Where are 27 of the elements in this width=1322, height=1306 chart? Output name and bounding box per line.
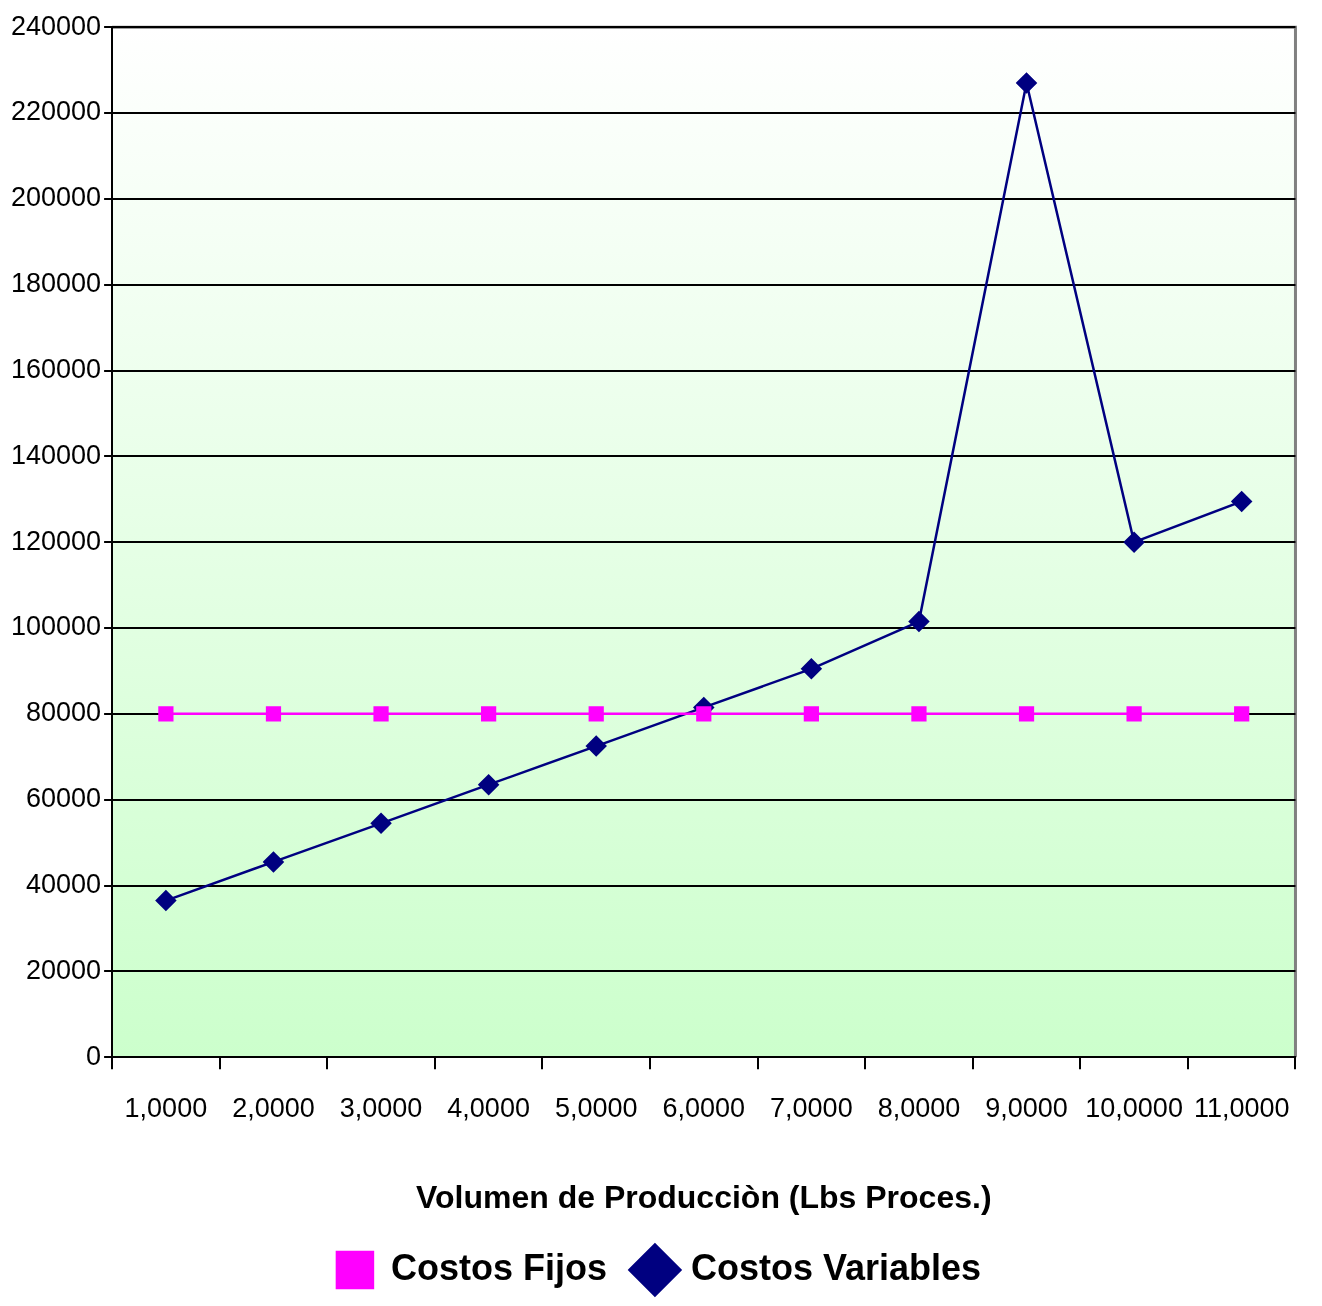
y-tick-label: 20000 [26,954,102,985]
y-tick-label: 180000 [10,268,102,299]
y-tick-label: 0 [86,1040,102,1071]
x-tick-label: 1,0000 [124,1092,208,1123]
y-tick-label: 240000 [10,10,102,41]
y-tick-label: 160000 [10,353,102,384]
x-tick-label: 6,0000 [662,1092,746,1123]
y-tick-label: 200000 [10,182,102,213]
x-tick-label: 4,0000 [447,1092,530,1123]
y-tick-label: 120000 [10,525,102,556]
x-tick-label: 8,0000 [877,1092,961,1123]
y-tick-label: 140000 [10,439,102,470]
x-tick-label: 2,0000 [232,1092,315,1123]
y-tick-label: 40000 [26,868,102,899]
x-tick-label: 9,0000 [985,1092,1068,1123]
x-axis-title: Volumen de Producciòn (Lbs Proces.) [416,1178,992,1215]
x-tick-label: 10,0000 [1085,1092,1183,1123]
y-tick-label: 80000 [26,697,102,728]
x-tick-label: 11,0000 [1193,1092,1290,1123]
y-tick-label: 60000 [26,783,102,814]
x-tick-label: 5,0000 [554,1092,638,1123]
legend-label: Costos Fijos [390,1246,607,1288]
y-tick-label: 220000 [10,96,102,127]
x-tick-label: 3,0000 [339,1092,423,1123]
y-tick-label: 100000 [10,611,102,642]
legend-label: Costos Variables [690,1246,982,1288]
x-tick-label: 7,0000 [770,1092,853,1123]
